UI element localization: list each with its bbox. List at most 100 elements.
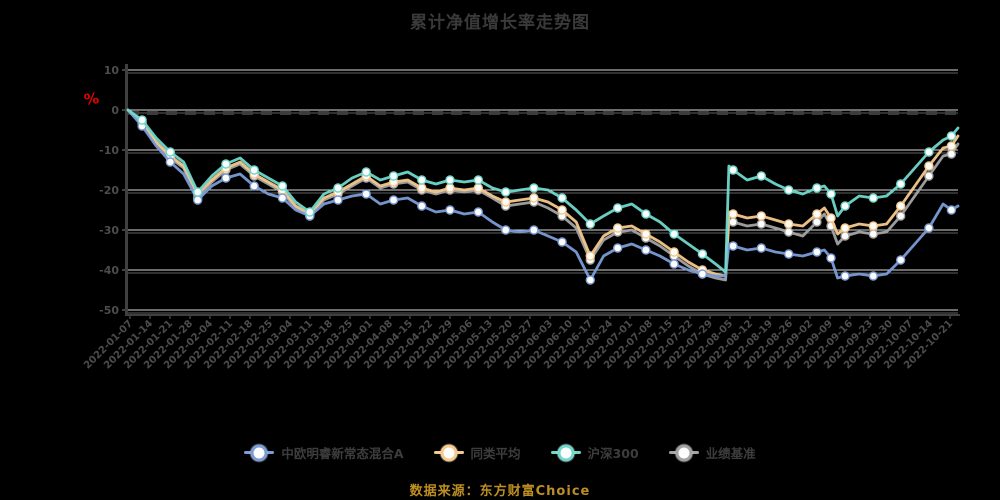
series-marker bbox=[812, 217, 822, 227]
series-marker bbox=[924, 171, 934, 181]
line-chart: 100-10-20-30-40-502022-01-072022-01-1420… bbox=[82, 64, 960, 371]
series-marker bbox=[445, 183, 455, 193]
series-marker bbox=[305, 207, 315, 217]
series-marker bbox=[896, 201, 906, 211]
series-marker bbox=[473, 183, 483, 193]
series-marker bbox=[361, 189, 371, 199]
series-marker bbox=[249, 181, 259, 191]
series-marker bbox=[946, 149, 957, 159]
series-marker bbox=[192, 187, 203, 197]
series-marker bbox=[784, 185, 794, 195]
series-marker bbox=[697, 249, 708, 259]
series-marker bbox=[388, 171, 399, 181]
series-marker bbox=[756, 171, 766, 181]
series-marker bbox=[613, 243, 623, 253]
series-marker bbox=[417, 201, 427, 211]
legend-item-peer-average[interactable]: 同类平均 bbox=[433, 443, 521, 462]
series-line-0 bbox=[126, 108, 960, 282]
series-marker bbox=[445, 175, 455, 185]
series-marker bbox=[756, 219, 766, 229]
series-marker bbox=[924, 147, 934, 157]
series-marker bbox=[946, 131, 957, 141]
series-marker bbox=[333, 183, 343, 193]
y-axis-tick-label: -50 bbox=[99, 304, 119, 317]
series-marker bbox=[417, 183, 427, 193]
legend-item-benchmark[interactable]: 业绩基准 bbox=[668, 443, 756, 462]
series-marker bbox=[388, 195, 399, 205]
series-marker bbox=[137, 115, 147, 125]
series-marker bbox=[896, 179, 906, 189]
legend-label-peer-average: 同类平均 bbox=[470, 446, 521, 461]
series-line-1 bbox=[126, 108, 960, 278]
series-marker bbox=[697, 269, 708, 279]
series-marker bbox=[529, 193, 539, 203]
series-marker bbox=[784, 219, 794, 229]
series-marker bbox=[840, 271, 850, 281]
series-marker bbox=[669, 247, 679, 257]
y-axis-tick-label: 0 bbox=[111, 104, 119, 117]
series-marker bbox=[333, 195, 343, 205]
series-marker bbox=[826, 253, 836, 263]
series-marker bbox=[840, 201, 850, 211]
legend-label-benchmark: 业绩基准 bbox=[705, 446, 756, 461]
series-marker bbox=[641, 209, 651, 219]
series-marker bbox=[277, 193, 288, 203]
series-marker bbox=[585, 219, 595, 229]
series-marker bbox=[221, 159, 231, 169]
series-marker bbox=[896, 255, 906, 265]
series-marker bbox=[165, 157, 176, 167]
series-marker bbox=[501, 197, 511, 207]
series-line-3 bbox=[126, 108, 960, 282]
series-marker bbox=[669, 259, 679, 269]
series-marker bbox=[221, 173, 231, 183]
series-marker bbox=[613, 203, 623, 213]
series-marker bbox=[924, 223, 934, 233]
series-marker bbox=[756, 211, 766, 221]
series-marker bbox=[361, 167, 371, 177]
series-marker bbox=[812, 209, 822, 219]
series-marker bbox=[868, 271, 878, 281]
data-source-note: 数据来源：东方财富Choice bbox=[409, 484, 591, 499]
series-marker bbox=[501, 187, 511, 197]
series-marker bbox=[445, 205, 455, 215]
legend-item-fund[interactable]: 中欧明睿新常态混合A bbox=[244, 443, 404, 462]
legend-label-fund: 中欧明睿新常态混合A bbox=[281, 446, 404, 461]
series-marker bbox=[896, 211, 906, 221]
series-marker bbox=[728, 217, 738, 227]
series-marker bbox=[529, 225, 539, 235]
series-marker bbox=[641, 245, 651, 255]
series-marker bbox=[669, 229, 679, 239]
series-marker bbox=[812, 183, 822, 193]
series-marker bbox=[473, 175, 483, 185]
series-marker bbox=[613, 223, 623, 233]
series-marker bbox=[826, 189, 836, 199]
series-marker bbox=[946, 141, 957, 151]
series-marker bbox=[529, 183, 539, 193]
series-marker bbox=[868, 221, 878, 231]
fund-series-marker-icon bbox=[244, 444, 275, 461]
series-marker bbox=[417, 175, 427, 185]
series-marker bbox=[728, 165, 738, 175]
series-marker bbox=[756, 243, 766, 253]
series-marker bbox=[249, 165, 259, 175]
series-marker bbox=[557, 205, 567, 215]
peer-average-series-marker-icon bbox=[433, 444, 464, 461]
series-marker bbox=[557, 237, 567, 247]
chart-title: 累计净值增长率走势图 bbox=[410, 13, 590, 33]
legend-item-csi300[interactable]: 沪深300 bbox=[550, 443, 639, 462]
series-line-2 bbox=[126, 108, 960, 274]
series-marker bbox=[840, 231, 850, 241]
series-marker bbox=[192, 195, 203, 205]
series-marker bbox=[784, 227, 794, 237]
series-marker bbox=[473, 207, 483, 217]
benchmark-series-marker-icon bbox=[668, 444, 699, 461]
series-marker bbox=[812, 247, 822, 257]
series-marker bbox=[784, 249, 794, 259]
series-marker bbox=[585, 251, 595, 261]
chart-legend: 中欧明睿新常态混合A 同类平均 沪深300 业绩基准 bbox=[0, 443, 1000, 462]
series-marker bbox=[557, 193, 567, 203]
series-marker bbox=[165, 147, 176, 157]
series-marker bbox=[826, 213, 836, 223]
series-marker bbox=[585, 275, 595, 285]
